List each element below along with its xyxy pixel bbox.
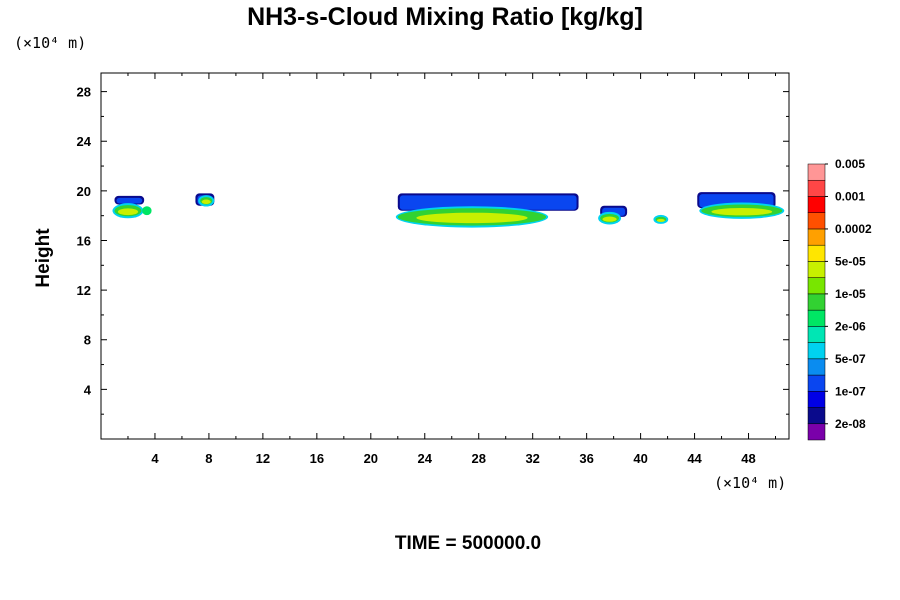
cloud-field — [112, 192, 785, 228]
colorbar-swatch — [807, 374, 826, 392]
y-tick-label: 24 — [77, 134, 92, 149]
x-axis: 4 8 12 16 20 24 28 32 36 40 44 48 — [127, 73, 777, 466]
cloud-inner — [399, 195, 577, 210]
x-tick-label: 36 — [579, 451, 593, 466]
cloud-4 — [653, 214, 669, 224]
x-tick-label: 20 — [364, 451, 378, 466]
cloud-core-secondary — [142, 206, 152, 216]
cloud-3 — [598, 205, 628, 225]
cloud-core-peak — [201, 199, 211, 205]
y-axis: 4 8 12 16 20 24 28 — [77, 85, 789, 415]
colorbar-swatch — [807, 342, 826, 360]
colorbar-swatch — [807, 326, 826, 343]
colorbar-swatch — [807, 163, 826, 181]
cloud-0 — [112, 195, 152, 219]
colorbar-swatch — [807, 228, 826, 246]
y-tick-label: 16 — [77, 233, 91, 248]
colorbar-swatch — [807, 261, 826, 278]
colorbar-label: 0.001 — [835, 189, 865, 203]
y-tick-label: 12 — [77, 283, 91, 298]
colorbar-label: 5e-07 — [835, 352, 866, 366]
cloud-core-peak — [117, 208, 139, 216]
cloud-core-peak — [711, 207, 773, 216]
y-axis-label: Height — [33, 228, 54, 288]
x-tick-label: 40 — [633, 451, 647, 466]
colorbar-swatch — [807, 196, 826, 213]
colorbar-swatch — [807, 212, 826, 230]
cloud-5 — [697, 192, 785, 219]
x-unit-label: (×10⁴ m) — [714, 474, 786, 492]
colorbar-swatch — [807, 309, 826, 327]
colorbar-swatch — [807, 423, 826, 441]
time-label: TIME = 500000.0 — [395, 533, 541, 554]
colorbar-swatch — [807, 244, 826, 262]
y-tick-label: 4 — [84, 382, 92, 397]
colorbar-swatch — [807, 179, 826, 197]
cloud-core-peak — [602, 216, 617, 222]
x-tick-label: 8 — [205, 451, 212, 466]
x-tick-label: 12 — [256, 451, 270, 466]
x-tick-label: 44 — [687, 451, 702, 466]
plot-frame — [100, 72, 790, 440]
colorbar-swatch — [807, 391, 826, 408]
colorbar-label: 2e-06 — [835, 319, 866, 333]
colorbar: 2e-08 1e-07 5e-07 2e-06 1e-05 5e-05 0.0002 0.00… — [807, 157, 872, 441]
x-tick-label: 16 — [310, 451, 324, 466]
chart-title: NH3-s-Cloud Mixing Ratio [kg/kg] — [247, 3, 643, 31]
x-tick-label: 32 — [525, 451, 539, 466]
y-tick-label: 20 — [77, 184, 91, 199]
x-tick-label: 4 — [151, 451, 159, 466]
cloud-core-peak — [656, 218, 665, 222]
colorbar-label: 0.0002 — [835, 222, 872, 236]
y-unit-label: (×10⁴ m) — [14, 34, 86, 52]
colorbar-label: 2e-08 — [835, 417, 866, 431]
cloud-2 — [395, 193, 579, 228]
colorbar-label: 5e-05 — [835, 254, 866, 268]
x-tick-label: 28 — [471, 451, 485, 466]
y-tick-label: 8 — [84, 333, 91, 348]
colorbar-label: 1e-07 — [835, 384, 866, 398]
colorbar-swatch — [807, 407, 826, 425]
colorbar-swatch — [807, 293, 826, 311]
colorbar-swatch — [807, 277, 826, 295]
cloud-inner — [116, 197, 143, 204]
x-tick-label: 24 — [418, 451, 433, 466]
colorbar-label: 1e-05 — [835, 287, 866, 301]
y-tick-label: 28 — [77, 85, 91, 100]
cloud-core-peak — [416, 212, 528, 224]
colorbar-label: 0.005 — [835, 157, 865, 171]
colorbar-swatch — [807, 358, 826, 376]
x-tick-label: 48 — [741, 451, 755, 466]
cloud-1 — [195, 193, 215, 207]
